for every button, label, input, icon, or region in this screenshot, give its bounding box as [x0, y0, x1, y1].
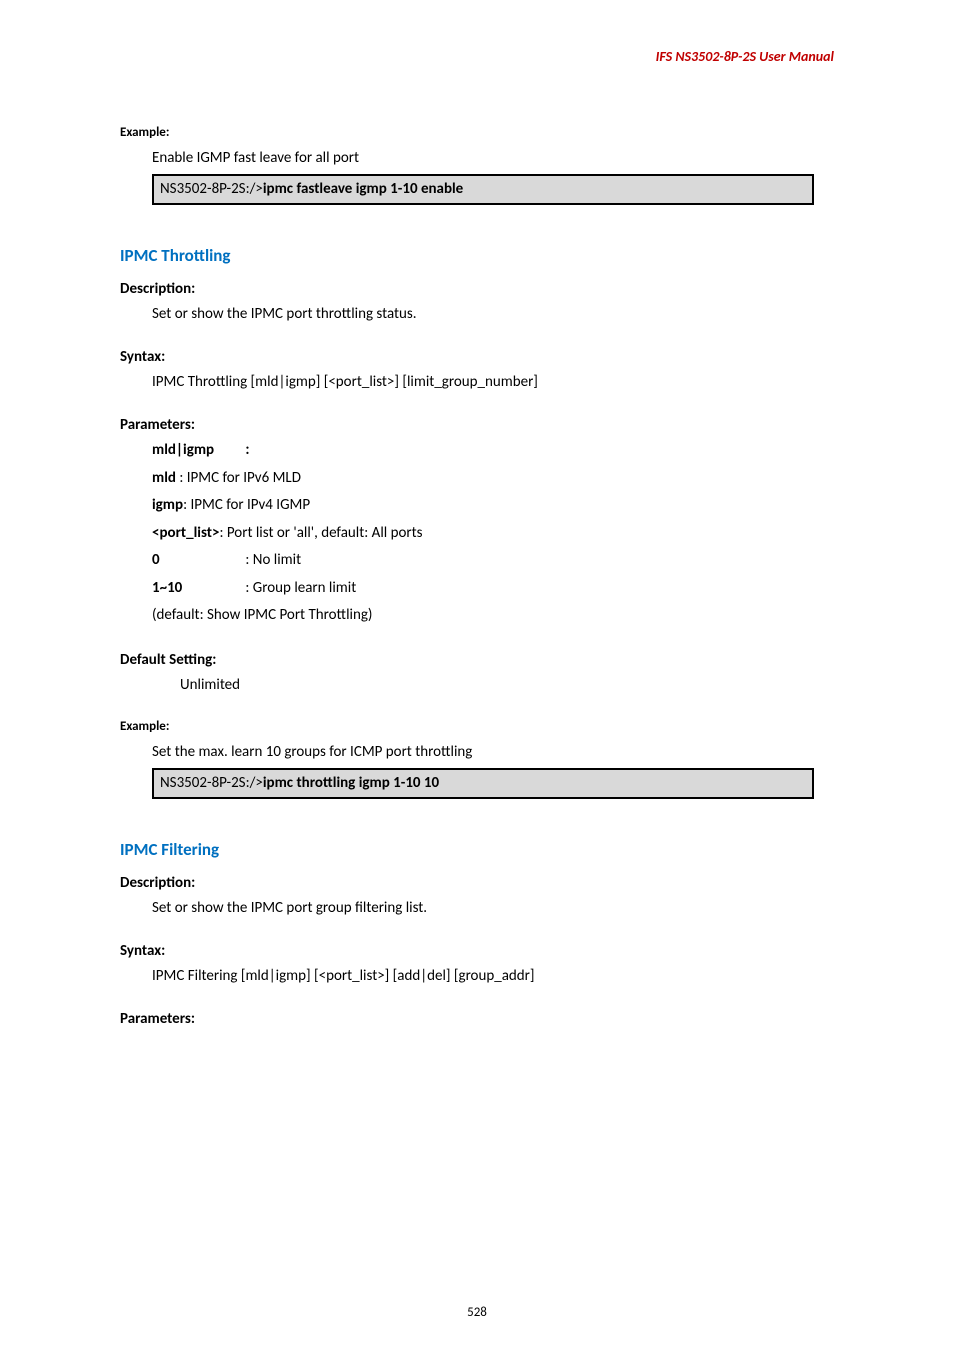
- throttling-desc-label: Description:: [120, 280, 834, 298]
- page-container: IFS NS3502-8P-2S User Manual Example: En…: [0, 0, 954, 1350]
- throttling-default-text: Unlimited: [180, 673, 834, 697]
- param-igmp-key: igmp: [152, 496, 183, 514]
- filtering-syntax-text: IPMC Filtering [mld|igmp] [<port_list>] …: [152, 964, 834, 988]
- throttling-example-prompt: NS3502-8P-2S:/>: [160, 774, 263, 792]
- param-mldigmp-sep: :: [245, 441, 249, 459]
- throttling-example-desc: Set the max. learn 10 groups for ICMP po…: [152, 740, 834, 764]
- example1-command-box: NS3502-8P-2S:/>ipmc fastleave igmp 1-10 …: [152, 174, 814, 205]
- throttling-default-label: Default Setting:: [120, 651, 834, 669]
- param-igmp-desc: : IPMC for IPv4 IGMP: [183, 496, 310, 514]
- example1-prompt: NS3502-8P-2S:/>: [160, 180, 263, 198]
- header-text: IFS NS3502-8P-2S User Manual: [120, 48, 834, 65]
- param-mld-key: mld: [152, 469, 179, 487]
- filtering-syntax-label: Syntax:: [120, 942, 834, 960]
- example1-command: ipmc fastleave igmp 1-10 enable: [263, 180, 463, 198]
- param-portlist-key: <port_list>: [152, 524, 219, 542]
- param-0: 0 : No limit: [152, 548, 834, 574]
- param-0-key: 0: [152, 548, 242, 574]
- param-mld-desc: : IPMC for IPv6 MLD: [179, 469, 301, 487]
- throttling-params-label: Parameters:: [120, 416, 834, 434]
- filtering-title: IPMC Filtering: [120, 839, 834, 860]
- example1-desc: Enable IGMP fast leave for all port: [152, 146, 834, 170]
- filtering-desc-text: Set or show the IPMC port group filterin…: [152, 896, 834, 920]
- param-0-desc: : No limit: [245, 551, 301, 569]
- example1-label: Example:: [120, 125, 834, 140]
- param-1-10-desc: : Group learn limit: [245, 579, 356, 597]
- param-mld: mld : IPMC for IPv6 MLD: [152, 466, 834, 492]
- throttling-example-label: Example:: [120, 719, 834, 734]
- filtering-desc-label: Description:: [120, 874, 834, 892]
- param-mldigmp-key: mld|igmp: [152, 438, 242, 464]
- page-number: 528: [0, 1305, 954, 1320]
- param-1-10-key: 1~10: [152, 576, 242, 602]
- param-mldigmp: mld|igmp :: [152, 438, 834, 464]
- throttling-desc-text: Set or show the IPMC port throttling sta…: [152, 302, 834, 326]
- param-1-10: 1~10 : Group learn limit: [152, 576, 834, 602]
- param-portlist: <port_list>: Port list or 'all', default…: [152, 521, 834, 547]
- param-default: (default: Show IPMC Port Throttling): [152, 603, 834, 629]
- throttling-syntax-label: Syntax:: [120, 348, 834, 366]
- throttling-title: IPMC Throttling: [120, 245, 834, 266]
- throttling-syntax-text: IPMC Throttling [mld|igmp] [<port_list>]…: [152, 370, 834, 394]
- filtering-params-label: Parameters:: [120, 1010, 834, 1028]
- throttling-example-command: ipmc throttling igmp 1-10 10: [263, 774, 439, 792]
- param-igmp: igmp: IPMC for IPv4 IGMP: [152, 493, 834, 519]
- param-portlist-desc: : Port list or 'all', default: All ports: [219, 524, 422, 542]
- throttling-example-command-box: NS3502-8P-2S:/>ipmc throttling igmp 1-10…: [152, 768, 814, 799]
